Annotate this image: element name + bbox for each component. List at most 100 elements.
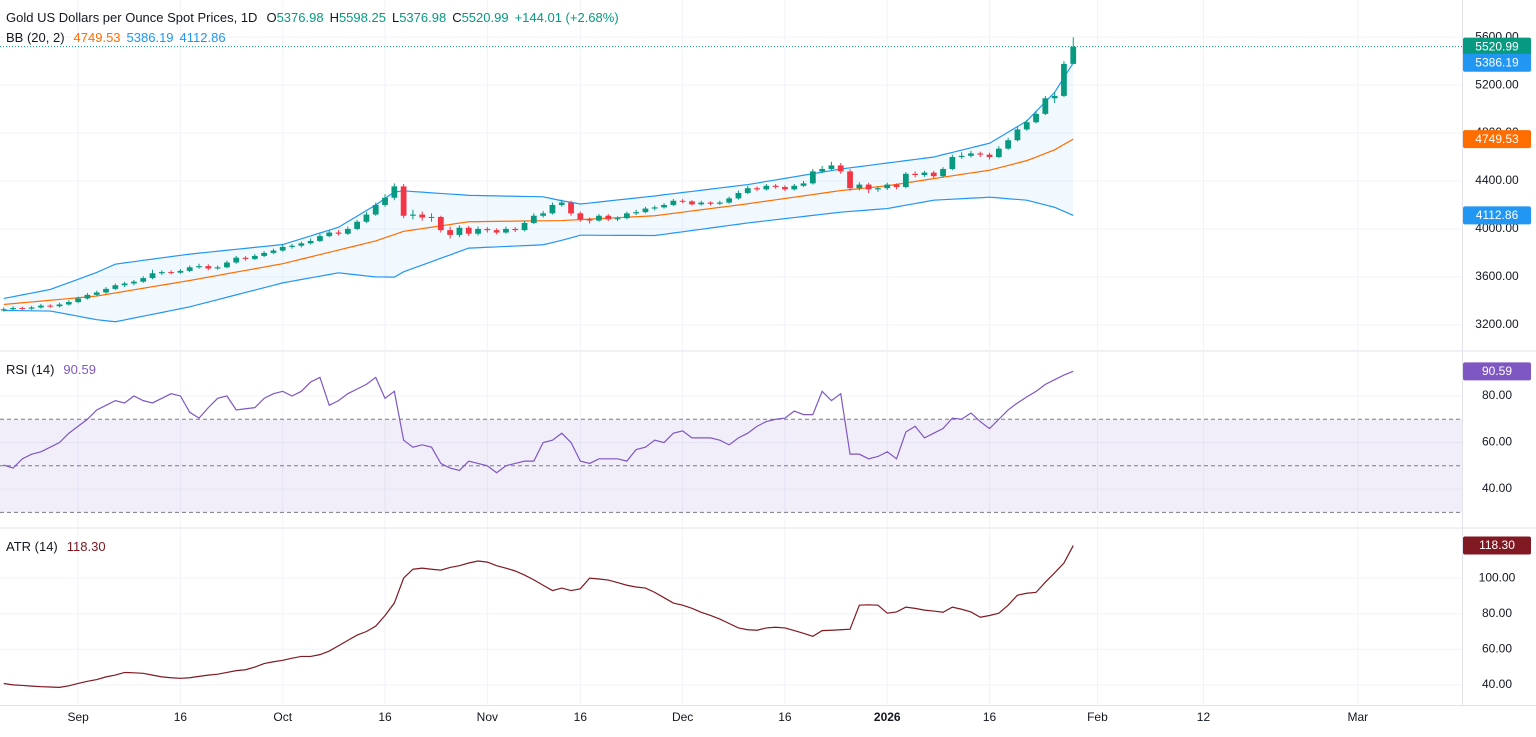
price-tag xyxy=(1463,206,1531,225)
price-tag xyxy=(1463,53,1531,72)
candle-body xyxy=(419,214,426,218)
candle-body xyxy=(689,201,695,205)
atr-pane xyxy=(0,529,1462,705)
y-tick-label: 60.00 xyxy=(1482,435,1512,449)
candle-body xyxy=(1023,122,1030,130)
ohlc-prefix: L xyxy=(392,10,399,25)
candle-body xyxy=(754,188,760,190)
candle-body xyxy=(540,213,547,216)
indicator-name: ATR (14) xyxy=(6,539,58,554)
x-tick-label: Sep xyxy=(67,710,89,724)
candle-body xyxy=(251,255,258,259)
candle-body xyxy=(930,172,937,177)
x-tick-label: Nov xyxy=(477,710,498,724)
price-tag-label: 4112.86 xyxy=(1476,208,1519,222)
legend-indicator: RSI (14) 90.59 xyxy=(6,362,96,377)
candle-body xyxy=(28,307,35,309)
candle-body xyxy=(93,292,100,295)
candle-body xyxy=(382,197,388,205)
candle-body xyxy=(270,250,277,253)
y-tick-label: 4400.00 xyxy=(1475,173,1519,187)
candle-body xyxy=(410,214,416,216)
candle-body xyxy=(289,245,295,247)
candle-body xyxy=(949,157,956,170)
ohlc-value: 5376.98 xyxy=(277,10,324,25)
candle-body xyxy=(1061,63,1067,96)
candle-body xyxy=(568,202,574,214)
candle-body xyxy=(1014,129,1021,141)
candle-body xyxy=(121,283,128,286)
legend-indicator: ATR (14) 118.30 xyxy=(6,539,106,554)
candle-body xyxy=(56,304,63,307)
candle-body xyxy=(995,148,1002,158)
indicator-line xyxy=(3,545,1074,688)
candle-body xyxy=(168,272,175,274)
change-label: +144.01 (+2.68%) xyxy=(515,10,619,25)
candle-body xyxy=(447,230,454,235)
candle-body xyxy=(642,208,649,213)
candle-body xyxy=(623,213,630,219)
price-tag xyxy=(1463,362,1531,381)
candle-body xyxy=(400,186,407,216)
candle-body xyxy=(475,228,481,234)
candle-body xyxy=(726,198,733,203)
candle-body xyxy=(363,214,370,222)
x-tick-label: 16 xyxy=(778,710,792,724)
candle-body xyxy=(465,227,472,234)
candle-body xyxy=(1005,140,1012,149)
candle-body xyxy=(149,273,156,279)
x-tick-label: 16 xyxy=(378,710,392,724)
candle-body xyxy=(484,228,491,231)
indicator-value: 5386.19 xyxy=(127,30,174,45)
indicator-value: 4112.86 xyxy=(180,30,226,45)
candle-body xyxy=(530,215,537,223)
y-tick-label: 80.00 xyxy=(1482,606,1512,620)
candle-body xyxy=(354,221,361,229)
y-tick-label: 5200.00 xyxy=(1475,77,1519,91)
candle-body xyxy=(893,184,900,187)
candle-body xyxy=(577,213,584,220)
candle-body xyxy=(428,216,435,218)
candle-body xyxy=(503,228,509,233)
candle-body xyxy=(214,267,221,269)
candle-body xyxy=(558,202,565,205)
candle-body xyxy=(512,228,519,231)
candle-body xyxy=(177,270,184,273)
ohlc-value: 5598.25 xyxy=(339,10,386,25)
y-tick-label: 60.00 xyxy=(1482,641,1512,655)
candle-body xyxy=(10,308,16,310)
candle-body xyxy=(38,305,44,308)
axes: 3200.003600.004000.004400.004800.005200.… xyxy=(67,29,1531,724)
candle-body xyxy=(856,184,863,189)
candle-body xyxy=(791,185,798,190)
candle-body xyxy=(763,185,770,190)
candle-body xyxy=(196,266,202,268)
candle-body xyxy=(707,202,714,204)
band-line xyxy=(3,196,1074,323)
ohlc-prefix: H xyxy=(330,10,339,25)
x-tick-label: 12 xyxy=(1197,710,1211,724)
candle-body xyxy=(782,186,788,190)
candle-body xyxy=(958,155,965,158)
candle-body xyxy=(716,202,723,204)
x-tick-label: 2026 xyxy=(874,710,901,724)
candle-body xyxy=(205,266,212,269)
x-tick-label: Feb xyxy=(1087,710,1108,724)
y-tick-label: 3200.00 xyxy=(1475,317,1519,331)
candle-body xyxy=(549,204,556,214)
candle-body xyxy=(605,215,612,220)
candle-body xyxy=(744,188,751,193)
price-tag-label: 118.30 xyxy=(1479,538,1515,552)
candle-body xyxy=(875,188,881,190)
x-tick-label: 16 xyxy=(574,710,588,724)
indicator-line xyxy=(3,370,1074,474)
candle-body xyxy=(131,281,137,284)
price-tag xyxy=(1463,130,1531,149)
candle-body xyxy=(921,172,928,175)
candle-body xyxy=(233,257,240,263)
candle-body xyxy=(633,212,640,214)
candle-body xyxy=(75,298,82,303)
candle-body xyxy=(837,165,844,172)
indicator-name: BB (20, 2) xyxy=(6,30,65,45)
